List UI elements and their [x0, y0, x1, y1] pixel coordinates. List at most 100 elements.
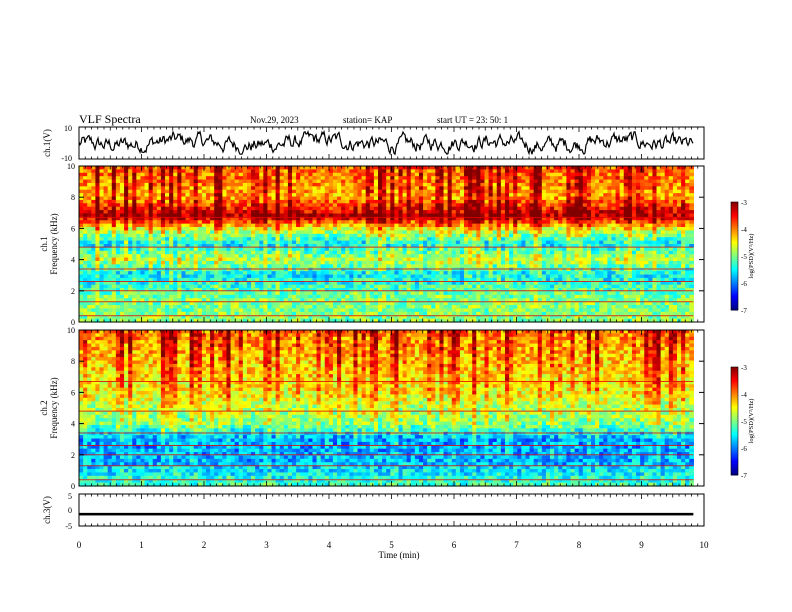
- spectrogram-cell: [177, 172, 182, 177]
- spectrogram-cell: [414, 186, 420, 191]
- spectrogram-cell: [619, 179, 625, 184]
- spectrogram-cell: [369, 176, 375, 181]
- spectrogram-cell: [353, 196, 359, 201]
- spectrogram-cell: [275, 186, 281, 191]
- spectrogram-cell: [562, 254, 568, 259]
- spectrogram-cell: [595, 182, 600, 187]
- spectrogram-cell: [103, 230, 109, 235]
- spectrogram-cell: [627, 230, 633, 235]
- spectrogram-cell: [349, 172, 355, 177]
- spectrogram-cell: [79, 169, 84, 174]
- spectrogram-cell: [623, 186, 629, 191]
- spectrogram-cell: [144, 166, 150, 170]
- spectrogram-cell: [353, 203, 359, 208]
- spectrogram-cell: [152, 186, 158, 191]
- spectrogram-cell: [296, 172, 301, 177]
- spectrogram-cell: [619, 196, 625, 201]
- spectrogram-cell: [361, 176, 367, 181]
- spectrogram-cell: [435, 254, 441, 259]
- spectrogram-cell: [488, 172, 494, 177]
- spectrogram-cell: [648, 179, 654, 184]
- spectrogram-cell: [390, 182, 395, 187]
- spectrogram-cell: [504, 199, 510, 204]
- spectrogram-cell: [570, 193, 576, 198]
- spectrogram-cell: [509, 172, 514, 177]
- spectrogram-cell: [324, 176, 330, 181]
- spectrogram-cell: [525, 210, 531, 215]
- spectrogram-cell: [476, 182, 481, 187]
- spectrogram-cell: [525, 176, 531, 181]
- spectrogram-cell: [427, 196, 432, 201]
- spectrogram-cell: [201, 176, 207, 181]
- spectrogram-cell: [668, 189, 674, 194]
- spectrogram-cell: [242, 203, 248, 208]
- spectrogram-cell: [214, 254, 219, 259]
- spectrogram-cell: [132, 169, 137, 174]
- spectrogram-cell: [91, 254, 96, 259]
- spectrogram-cell: [447, 199, 453, 204]
- spectrogram-cell: [668, 166, 674, 170]
- spectrogram-cell: [570, 186, 576, 191]
- spectrogram-cell: [378, 206, 383, 211]
- spectrogram-cell: [554, 199, 559, 204]
- spectrogram-cell: [431, 182, 436, 187]
- spectrogram-cell: [394, 166, 400, 170]
- spectrogram-cell: [410, 193, 416, 198]
- spectrogram-cell: [435, 176, 441, 181]
- spectrogram-cell: [451, 196, 457, 201]
- spectrogram-cell: [361, 179, 367, 184]
- spectrogram-cell: [455, 182, 461, 187]
- spectrogram-cell: [545, 230, 551, 235]
- spectrogram-cell: [459, 193, 465, 198]
- spectrogram-cell: [664, 203, 670, 208]
- spectrogram-cell: [210, 186, 215, 191]
- spectrogram-cell: [230, 193, 236, 198]
- spectrogram-cell: [107, 206, 113, 211]
- spectrogram-cell: [320, 189, 326, 194]
- spectrogram-cell: [689, 196, 694, 201]
- spectrogram-cell: [468, 206, 473, 211]
- spectrogram-cell: [238, 210, 244, 215]
- spectrogram-cell: [464, 196, 469, 201]
- spectrogram-cell: [660, 254, 666, 259]
- spectrogram-cell: [517, 210, 522, 215]
- spectrogram-cell: [83, 182, 88, 187]
- spectrogram-cell: [689, 186, 694, 191]
- spectrogram-cell: [410, 189, 416, 194]
- spectrogram-cell: [476, 186, 481, 191]
- spectrogram-cell: [378, 199, 383, 204]
- spectrogram-cell: [504, 203, 510, 208]
- spectrogram-cell: [332, 230, 338, 235]
- spectrogram-cell: [439, 206, 445, 211]
- spectrogram-cell: [455, 179, 461, 184]
- spectrogram-cell: [300, 254, 305, 259]
- spectrogram-cell: [427, 166, 432, 170]
- spectrogram-cell: [599, 166, 604, 170]
- spectrogram-cell: [238, 186, 244, 191]
- spectrogram-cell: [238, 182, 244, 187]
- spectrogram-cell: [214, 182, 219, 187]
- spectrogram-cell: [337, 169, 342, 174]
- spectrogram-cell: [136, 210, 142, 215]
- spectrogram-cell: [226, 203, 232, 208]
- spectrogram-cell: [586, 199, 592, 204]
- spectrogram-cell: [398, 189, 404, 194]
- spectrogram-cell: [615, 172, 621, 177]
- spectrogram-cell: [623, 230, 629, 235]
- spectrogram-cell: [251, 199, 256, 204]
- spectrogram-cell: [558, 172, 563, 177]
- spectrogram-cell: [193, 189, 199, 194]
- spectrogram-cell: [111, 176, 117, 181]
- spectrogram-cell: [369, 186, 375, 191]
- spectrogram-cell: [623, 254, 629, 259]
- spectrogram-cell: [95, 199, 101, 204]
- spectrogram-cell: [488, 189, 494, 194]
- spectrogram-cell: [386, 193, 391, 198]
- spectrogram-cell: [185, 182, 191, 187]
- spectrogram-cell: [644, 172, 649, 177]
- spectrogram-cell: [459, 189, 465, 194]
- spectrogram-cell: [611, 193, 617, 198]
- spectrogram-cell: [119, 166, 125, 170]
- spectrogram-cell: [525, 182, 531, 187]
- spectrogram-cell: [332, 176, 338, 181]
